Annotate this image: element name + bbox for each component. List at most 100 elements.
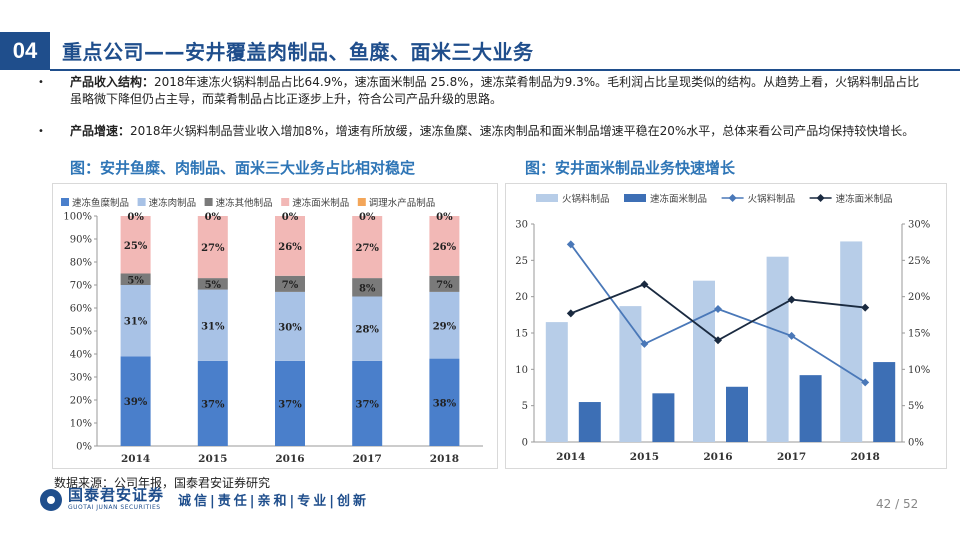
bar-segment	[275, 275, 305, 292]
legend-label: 速冻鱼糜制品	[72, 197, 129, 209]
bar-segment	[275, 216, 305, 276]
data-label: 26%	[278, 242, 302, 253]
company-slogan: 诚信|责任|亲和|专业|创新	[178, 494, 370, 509]
bar-segment	[120, 285, 151, 357]
bullet-dot-icon: •	[38, 126, 44, 137]
data-label: 37%	[278, 399, 302, 410]
legend-swatch	[204, 198, 213, 206]
data-label: 27%	[201, 243, 225, 254]
y-left-tick-label: 10	[515, 365, 528, 376]
line-point	[714, 305, 722, 314]
bar-segment	[197, 360, 228, 446]
data-label: 31%	[201, 321, 225, 332]
line-point	[714, 336, 722, 345]
line-point	[787, 331, 796, 340]
bar	[693, 280, 715, 442]
y-tick-label: 100%	[63, 212, 92, 223]
legend-marker	[816, 194, 825, 202]
legend-label: 调理水产品制品	[369, 197, 436, 209]
bar	[766, 256, 789, 442]
y-tick-label: 80%	[70, 258, 92, 269]
y-right-tick-label: 10%	[908, 365, 930, 376]
data-label: 0%	[205, 212, 222, 223]
y-tick-label: 70%	[70, 281, 92, 292]
bullet-label: 产品收入结构：	[70, 75, 155, 89]
noodle-rice-growth-chart: 火锅料制品 速冻面米制品 火锅料制品 速冻面米制品 0 5 10 15 20 25 30 0% 5% 10…	[515, 193, 930, 463]
right-chart-frame: 火锅料制品 速冻面米制品 火锅料制品 速冻面米制品 0 5 10 15 20 25 30 0% 5% 10…	[505, 183, 947, 469]
y-tick-label: 0%	[76, 442, 92, 453]
right-chart-title: 图：安井面米制品业务快速增长	[525, 159, 736, 177]
bar-segment	[120, 216, 151, 274]
line-point	[787, 295, 796, 304]
data-label: 5%	[127, 275, 144, 286]
bar-segment	[352, 296, 383, 361]
legend-label: 速冻肉制品	[149, 197, 197, 209]
bullet-text: 2018年火锅料制品营业收入增加8%，增速有所放缓，速冻鱼糜、速冻肉制品和面米制…	[130, 124, 915, 138]
x-tick-label: 2018	[851, 451, 880, 463]
bar	[578, 402, 601, 442]
y-tick-label: 40%	[70, 350, 92, 361]
page-indicator: 42 / 52	[876, 497, 919, 511]
y-left-tick-label: 15	[515, 329, 528, 340]
y-tick-label: 10%	[70, 419, 92, 430]
data-label: 0%	[359, 212, 376, 223]
logo-name-en: GUOTAI JUNAN SECURITIES	[68, 504, 161, 511]
legend-label: 火锅料制品	[562, 193, 610, 205]
data-label: 27%	[355, 243, 379, 254]
x-tick-label: 2016	[275, 453, 304, 465]
y-tick-label: 50%	[70, 327, 92, 338]
bar-segment	[429, 358, 460, 446]
bar-segment	[197, 289, 228, 361]
bar	[799, 375, 822, 442]
y-right-tick-label: 20%	[908, 292, 930, 303]
y-tick-label: 20%	[70, 396, 92, 407]
x-tick-label: 2017	[777, 451, 806, 463]
section-number-badge: 04	[0, 32, 50, 70]
y-tick-label: 60%	[70, 304, 92, 315]
data-label: 7%	[436, 280, 453, 291]
data-label: 0%	[436, 212, 453, 223]
legend-label: 速冻面米制品	[650, 193, 707, 205]
bar	[840, 241, 863, 442]
x-tick-label: 2014	[556, 451, 585, 463]
bar	[873, 362, 896, 442]
data-label: 0%	[282, 212, 299, 223]
y-right-tick-label: 30%	[908, 220, 930, 231]
bar-segment	[352, 360, 383, 446]
x-tick-label: 2015	[198, 453, 227, 465]
y-left-tick-label: 5	[522, 401, 528, 412]
bar	[726, 386, 748, 442]
bullet-dot-icon: •	[38, 77, 44, 88]
bar	[652, 393, 675, 442]
data-label: 30%	[278, 322, 302, 333]
bar-segment	[275, 291, 305, 361]
legend-swatch	[357, 198, 366, 206]
logo-name-cn: 国泰君安证券	[68, 486, 165, 504]
bullet-text: 2018年速冻火锅料制品占比64.9%，速冻面米制品 25.8%，速冻菜肴制品为…	[70, 75, 920, 106]
data-label: 39%	[124, 397, 148, 408]
series-line	[570, 243, 866, 384]
data-label: 0%	[127, 212, 144, 223]
title-divider	[50, 69, 960, 71]
bar-segment	[120, 356, 151, 446]
data-label: 25%	[124, 241, 148, 252]
legend-label: 速冻面米制品	[836, 193, 893, 205]
line-point	[861, 378, 870, 387]
x-tick-label: 2017	[353, 453, 382, 465]
x-tick-label: 2018	[430, 453, 459, 465]
legend-swatch	[61, 198, 69, 206]
stacked-share-chart: 速冻鱼糜制品 速冻肉制品 速冻其他制品 速冻面米制品 调理水产品制品0%10%20%30…	[61, 197, 483, 465]
page-title: 重点公司——安井覆盖肉制品、鱼糜、面米三大业务	[62, 40, 534, 64]
bar-segment	[429, 275, 460, 292]
logo-mark-icon	[40, 488, 62, 511]
data-label: 8%	[359, 283, 376, 294]
left-chart-frame: 速冻鱼糜制品 速冻肉制品 速冻其他制品 速冻面米制品 调理水产品制品 0% 10% 20% 30…	[52, 183, 498, 469]
bar-segment	[429, 216, 460, 276]
x-tick-label: 2016	[703, 451, 732, 463]
legend-label: 速冻面米制品	[292, 197, 349, 209]
data-label: 26%	[433, 242, 457, 253]
y-right-tick-label: 15%	[908, 329, 930, 340]
data-label: 5%	[205, 280, 222, 291]
line-point	[566, 240, 575, 249]
y-left-tick-label: 20	[515, 292, 528, 303]
